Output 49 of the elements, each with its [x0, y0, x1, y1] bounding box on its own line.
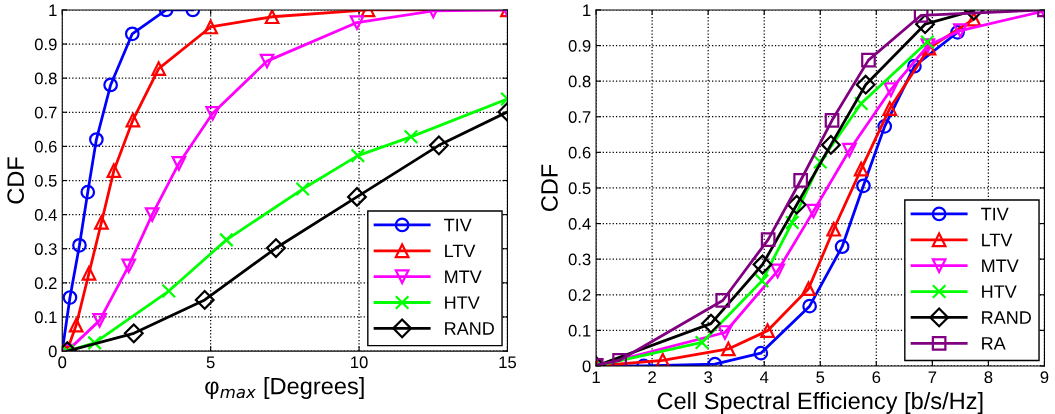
y-tick-label: 0.5: [34, 174, 57, 187]
y-tick-label: 0.8: [568, 75, 591, 88]
legend-label: LTV: [982, 233, 1013, 247]
x-axis-title: φ$_{max}$ [Degrees]: [205, 377, 364, 400]
x-tick-label: 5: [816, 371, 825, 384]
y-tick-label: 0.7: [568, 111, 591, 123]
y-tick-label: 1: [49, 4, 57, 16]
x-tick-label: 10: [351, 356, 368, 369]
y-tick-label: 0.5: [568, 182, 591, 195]
legend-label: HTV: [982, 285, 1017, 298]
y-tick-label: 0: [48, 345, 57, 358]
x-tick-label: 1: [592, 371, 600, 383]
x-tick-label: 9: [1040, 371, 1049, 384]
y-tick-label: 0.4: [568, 217, 591, 230]
x-tick-label: 4: [759, 371, 769, 383]
y-tick-label: 0.6: [34, 140, 57, 153]
y-axis-title: CDF: [541, 164, 558, 212]
x-tick-label: 6: [872, 371, 881, 384]
y-tick-label: 0.4: [34, 209, 57, 221]
legend-label: MTV: [445, 270, 482, 283]
y-tick-label: 0.2: [34, 277, 57, 290]
y-tick-label: 0.6: [568, 146, 591, 159]
y-tick-label: 0.2: [568, 289, 591, 301]
y-tick-label: 0.9: [34, 38, 57, 51]
x-tick-label: 5: [206, 356, 215, 369]
x-tick-label: 8: [984, 371, 993, 384]
y-axis-title: CDF: [7, 157, 24, 204]
y-tick-label: 0.1: [34, 311, 57, 324]
x-axis-title: Cell Spectral Efficiency [b/s/Hz]: [657, 391, 983, 414]
x-tick-label: 3: [704, 371, 713, 384]
legend-label: RA: [982, 337, 1006, 350]
legend-label: LTV: [445, 244, 476, 258]
y-tick-label: 0.1: [568, 324, 591, 337]
legend-label: TIV: [981, 207, 1009, 221]
x-tick-label: 0: [58, 356, 67, 369]
y-tick-label: 0.8: [34, 72, 57, 85]
x-tick-label: 7: [928, 371, 937, 383]
y-tick-label: 1: [583, 4, 591, 16]
legend-label: TIV: [444, 218, 472, 232]
legend-label: RAND: [445, 322, 494, 335]
y-tick-label: 0.7: [34, 106, 57, 119]
y-tick-label: 0.3: [568, 253, 591, 266]
x-tick-label: 2: [648, 371, 656, 383]
legend-label: HTV: [445, 296, 480, 309]
x-tick-label: 15: [499, 356, 517, 369]
y-tick-label: 0.9: [568, 39, 591, 52]
legend-label: MTV: [982, 259, 1019, 273]
y-tick-label: 0.3: [34, 243, 57, 255]
legend-label: RAND: [982, 311, 1031, 324]
